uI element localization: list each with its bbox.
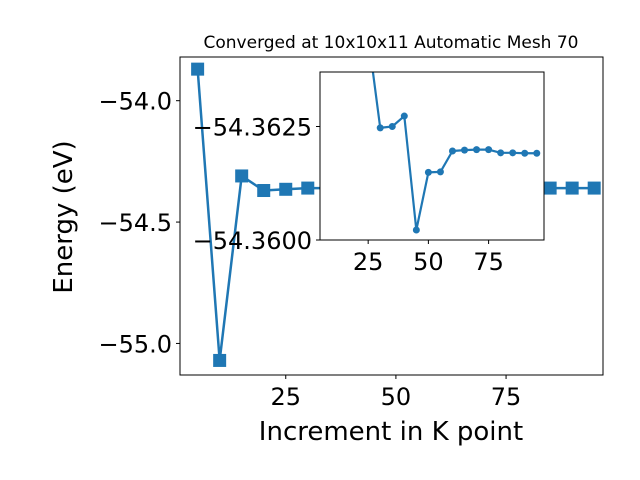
inset-plot: 25 50 75 −54.3625 −54.3600 <box>193 71 545 276</box>
data-point <box>565 181 579 195</box>
data-point <box>509 149 517 157</box>
x-axis-label: Increment in K point <box>259 417 523 447</box>
data-point <box>400 112 408 120</box>
x-tick-label: 50 <box>413 248 444 276</box>
data-point <box>388 122 396 130</box>
x-tick-label: 25 <box>270 383 301 411</box>
data-point <box>533 149 541 157</box>
main-plot: Converged at 10x10x11 Automatic Mesh 70 … <box>49 33 604 447</box>
data-point <box>497 149 505 157</box>
main-plot-frame <box>179 56 604 376</box>
data-point <box>376 124 384 132</box>
y-axis-label: Energy (eV) <box>49 140 79 293</box>
data-point <box>257 184 271 198</box>
data-point <box>473 146 481 154</box>
data-point <box>235 169 249 183</box>
x-tick-label: 50 <box>381 383 412 411</box>
data-point <box>436 168 444 176</box>
y-tick-label: −55.0 <box>98 330 172 358</box>
inset-series <box>371 72 541 234</box>
inset-ticks: 25 50 75 −54.3625 −54.3600 <box>193 113 504 276</box>
data-point <box>424 168 432 176</box>
y-tick-label: −54.5 <box>98 209 172 237</box>
data-point <box>485 146 493 154</box>
y-tick-label: −54.3600 <box>193 227 312 255</box>
series-group <box>371 72 541 234</box>
inset-plot-frame <box>319 71 545 241</box>
data-point <box>543 181 557 195</box>
x-tick-label: 75 <box>473 248 504 276</box>
data-point <box>279 182 293 196</box>
data-point <box>412 226 420 234</box>
x-tick-label: 25 <box>353 248 384 276</box>
main-ticks: 25 50 75 −54.0 −54.5 −55.0 <box>98 88 521 411</box>
data-point <box>587 181 601 195</box>
data-point <box>191 62 205 76</box>
data-point <box>301 181 315 195</box>
y-tick-label: −54.3625 <box>193 113 312 141</box>
chart-title: Converged at 10x10x11 Automatic Mesh 70 <box>204 33 579 53</box>
data-point <box>521 149 529 157</box>
data-point <box>213 353 227 367</box>
data-point <box>461 146 469 154</box>
x-tick-label: 75 <box>491 383 522 411</box>
data-point <box>448 147 456 155</box>
inset-background <box>320 72 544 240</box>
y-tick-label: −54.0 <box>98 88 172 116</box>
